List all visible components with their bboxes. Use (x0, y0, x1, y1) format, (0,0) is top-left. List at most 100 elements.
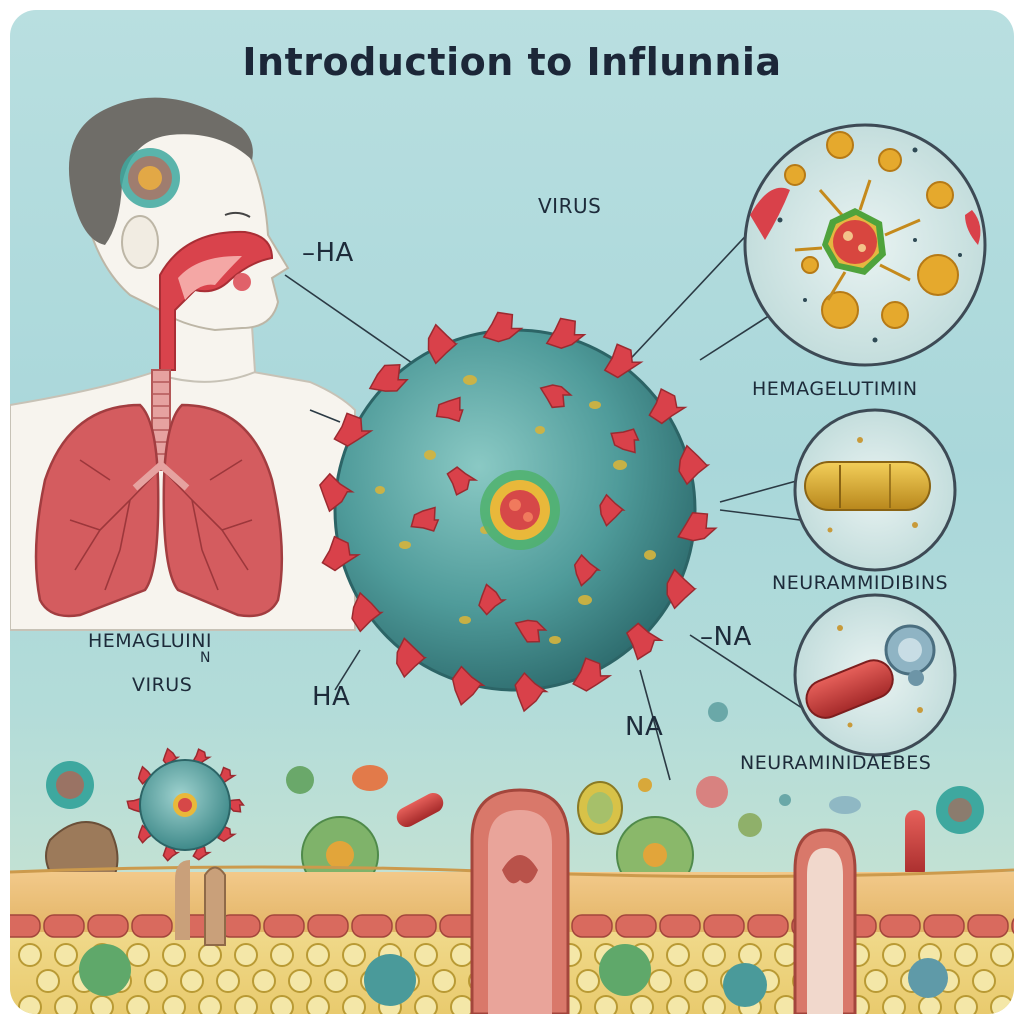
spike (333, 412, 374, 447)
tissue-cell (972, 969, 996, 993)
epithelial-cell (879, 914, 921, 938)
label-ha-bottom: HA (312, 682, 351, 712)
tissue-cell (702, 943, 726, 967)
tissue-cell (90, 995, 114, 1014)
tissue-cell (198, 943, 222, 967)
tissue-cell (216, 969, 240, 993)
magnifier-icon (743, 123, 987, 367)
tissue-cell (54, 943, 78, 967)
spike (625, 622, 664, 661)
spike (514, 619, 548, 643)
tissue-cell (432, 969, 456, 993)
spike (137, 765, 155, 786)
epithelial-cell (923, 914, 965, 938)
epithelial-cell (10, 914, 41, 938)
crypt-structures (175, 788, 857, 1014)
tissue-cell (36, 969, 60, 993)
spike (678, 444, 711, 486)
spike (648, 388, 688, 425)
tissue-cell (18, 995, 42, 1014)
tissue-cell (198, 995, 222, 1014)
epithelial-cell (571, 914, 613, 938)
tissue-cell (918, 995, 942, 1014)
tissue-cell (126, 995, 150, 1014)
label-hemagglutinin-left-suffix: N (200, 650, 211, 666)
spike (410, 506, 440, 532)
tissue-cell (576, 969, 600, 993)
spike (478, 583, 507, 616)
leader-lines (284, 209, 806, 781)
tissue-cell (990, 995, 1014, 1014)
spike (435, 396, 464, 423)
spike (319, 472, 355, 513)
spike (514, 671, 549, 713)
tissue-cell (414, 943, 438, 967)
epithelial-cell (1011, 917, 1014, 935)
spike (427, 323, 459, 365)
tissue-cell (180, 969, 204, 993)
spike (603, 343, 644, 379)
epithelial-cell (307, 914, 349, 938)
label-na-right: –NA (700, 622, 752, 652)
spike (666, 568, 697, 610)
tissue-cell (18, 943, 42, 967)
illustration-frame: Introduction to Influnnia VIRUS –HA HEMA… (10, 10, 1014, 1014)
tissue-cell (414, 995, 438, 1014)
hemagglutinin-spikes (126, 311, 718, 862)
tissue-cell (54, 995, 78, 1014)
epithelial-cell (87, 914, 129, 938)
spike (599, 493, 626, 527)
spike (539, 384, 573, 409)
tissue-cell (648, 969, 672, 993)
tissue-cell (990, 943, 1014, 967)
label-virus-top: VIRUS (538, 194, 602, 218)
spike (368, 364, 409, 392)
epithelial-cell (43, 914, 85, 938)
tissue-cell (450, 995, 474, 1014)
tissue-cell (882, 995, 906, 1014)
spike (396, 637, 428, 679)
lower-blobs (79, 944, 948, 1007)
tissue-cell (738, 943, 762, 967)
epithelial-cell (967, 914, 1009, 938)
tissue-cell (702, 995, 726, 1014)
spike (351, 591, 384, 633)
tissue-cell (162, 943, 186, 967)
epithelial-cell (263, 914, 305, 938)
epithelial-cell (659, 914, 701, 938)
spike (451, 665, 486, 706)
spike (482, 311, 524, 343)
tissue-cell (126, 943, 150, 967)
spike (677, 512, 718, 542)
capsule-icon (793, 593, 957, 757)
label-na-bottom: NA (625, 712, 664, 742)
trachea (151, 369, 171, 471)
virus-icon (333, 328, 697, 692)
page-title: Introduction to Influnnia (242, 40, 782, 84)
epithelial-cell (747, 914, 789, 938)
tissue-cell (684, 969, 708, 993)
tissue-cell (324, 969, 348, 993)
spike (446, 466, 479, 496)
tissue-cell (306, 943, 330, 967)
spike (573, 553, 602, 587)
label-neuraminidase-bottom-right: NEURAMINIDAEBES (740, 752, 932, 774)
tissue-cell (270, 995, 294, 1014)
tissue-cell (954, 943, 978, 967)
tissue-cell (954, 995, 978, 1014)
tissue-cell (252, 969, 276, 993)
spike (572, 657, 613, 692)
epithelial-cell (395, 914, 437, 938)
lungs-icon (34, 403, 284, 618)
capsule-icon (793, 408, 957, 572)
tissue-cell (162, 995, 186, 1014)
label-hemagglutinin-left: HEMAGLUINI (88, 630, 213, 652)
tissue-cell (864, 969, 888, 993)
tissue-cell (450, 943, 474, 967)
epithelial-cell (131, 914, 173, 938)
epithelial-cell (351, 914, 393, 938)
spike (321, 535, 361, 572)
spike (545, 317, 587, 349)
epithelial-cell (615, 914, 657, 938)
tissue-cell (306, 995, 330, 1014)
